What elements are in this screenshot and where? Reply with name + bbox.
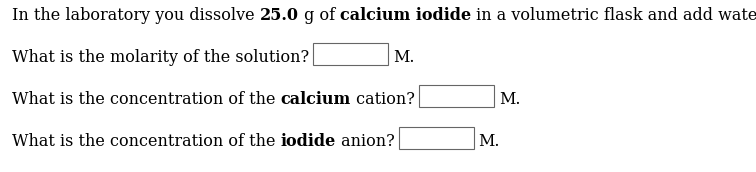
Text: cation?: cation? [351,91,415,108]
Text: calcium iodide: calcium iodide [340,7,471,24]
Bar [398,127,473,149]
Text: M.: M. [393,49,414,66]
Text: In the laboratory you dissolve: In the laboratory you dissolve [12,7,260,24]
Bar [419,85,494,106]
Text: anion?: anion? [336,133,395,150]
Text: 25.0: 25.0 [260,7,299,24]
Text: iodide: iodide [280,133,336,150]
Bar [313,42,388,64]
Text: in a volumetric flask and add water to a total volume of: in a volumetric flask and add water to a… [471,7,756,24]
Text: M.: M. [479,133,500,150]
Text: What is the concentration of the: What is the concentration of the [12,133,280,150]
Text: g of: g of [299,7,340,24]
Text: M.: M. [499,91,520,108]
Text: What is the molarity of the solution?: What is the molarity of the solution? [12,49,309,66]
Text: calcium: calcium [280,91,351,108]
Text: What is the concentration of the: What is the concentration of the [12,91,280,108]
